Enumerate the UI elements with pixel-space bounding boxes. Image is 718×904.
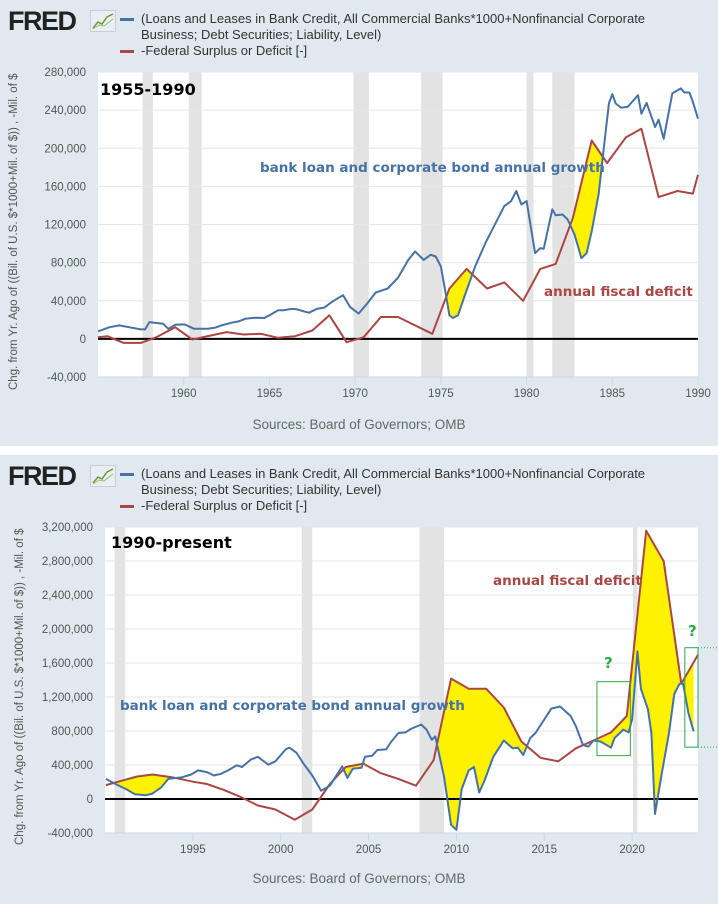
series-line-federal-deficit[interactable] bbox=[105, 529, 699, 821]
chart-panel-1955-1990: FRED (Loans and Leases in Bank Credit, A… bbox=[0, 0, 718, 446]
highlight-fill bbox=[444, 268, 476, 318]
recession-band bbox=[114, 527, 126, 833]
legend-swatch-blue bbox=[120, 473, 134, 476]
highlight-fill bbox=[105, 774, 172, 796]
series-line-bank-credit[interactable] bbox=[105, 650, 695, 831]
x-tick-label: 1965 bbox=[257, 388, 283, 400]
y-tick-label: 0 bbox=[87, 794, 93, 806]
annotation-label: annual fiscal deficit bbox=[493, 573, 642, 589]
legend-label: (Loans and Leases in Bank Credit, All Co… bbox=[141, 466, 646, 497]
y-tick-label: 1,200,000 bbox=[42, 692, 93, 704]
y-tick-label: 2,000,000 bbox=[42, 624, 93, 636]
x-tick-label: 1975 bbox=[428, 388, 454, 400]
x-tick-label: 1995 bbox=[180, 844, 206, 856]
source-note: Sources: Board of Governors; OMB bbox=[252, 871, 466, 886]
x-tick-label: 1990 bbox=[685, 388, 711, 400]
series-line-federal-deficit[interactable] bbox=[97, 127, 699, 344]
legend-item-bank-credit[interactable]: (Loans and Leases in Bank Credit, All Co… bbox=[120, 466, 681, 498]
y-tick-label: 2,400,000 bbox=[42, 590, 93, 602]
y-tick-label: 280,000 bbox=[44, 67, 86, 79]
x-tick-label: 1970 bbox=[342, 388, 368, 400]
chart-panel-1990-present: FRED (Loans and Leases in Bank Credit, A… bbox=[0, 455, 718, 904]
legend-item-federal-deficit[interactable]: -Federal Surplus or Deficit [-] bbox=[120, 498, 681, 514]
y-tick-label: 3,200,000 bbox=[42, 522, 93, 534]
period-label: 1955-1990 bbox=[100, 80, 196, 99]
x-tick-label: 2005 bbox=[356, 844, 382, 856]
y-tick-label: 200,000 bbox=[44, 143, 86, 155]
y-tick-label: 80,000 bbox=[51, 258, 86, 270]
series-line-bank-credit[interactable] bbox=[97, 87, 699, 333]
period-label: 1990-present bbox=[111, 533, 232, 552]
fred-logo: FRED bbox=[8, 461, 77, 491]
legend-label: -Federal Surplus or Deficit [-] bbox=[141, 43, 308, 58]
annotation-label: ? bbox=[604, 654, 613, 672]
annotation-label: ? bbox=[688, 622, 697, 640]
legend-item-bank-credit[interactable]: (Loans and Leases in Bank Credit, All Co… bbox=[120, 11, 681, 43]
annotation-box bbox=[684, 647, 699, 748]
y-tick-label: 120,000 bbox=[44, 220, 86, 232]
plot-area bbox=[105, 527, 698, 833]
legend-item-federal-deficit[interactable]: -Federal Surplus or Deficit [-] bbox=[120, 43, 681, 59]
recession-band bbox=[419, 527, 445, 833]
x-tick-label: 1980 bbox=[514, 388, 540, 400]
chart-svg: 3,200,000 2,800,000 2,400,000 2,000,000 1,60… bbox=[42, 522, 718, 856]
x-tick-label: 2020 bbox=[619, 844, 645, 856]
annotation-label: annual fiscal deficit bbox=[544, 284, 693, 300]
annotation-label: bank loan and corporate bond annual grow… bbox=[120, 698, 465, 714]
y-tick-label: 160,000 bbox=[44, 181, 86, 193]
y-tick-label: 400,000 bbox=[51, 760, 93, 772]
annotation-label: bank loan and corporate bond annual grow… bbox=[260, 160, 605, 176]
x-tick-label: 2000 bbox=[268, 844, 294, 856]
y-tick-label: -400,000 bbox=[48, 828, 93, 840]
y-tick-label: 800,000 bbox=[51, 726, 93, 738]
recession-band bbox=[301, 527, 313, 833]
y-tick-label: -40,000 bbox=[47, 372, 86, 384]
legend-label: (Loans and Leases in Bank Credit, All Co… bbox=[141, 11, 646, 42]
highlight-fill bbox=[431, 678, 525, 830]
legend-swatch-red bbox=[120, 505, 134, 508]
chart-svg: 280,000 240,000 200,000 160,000 120,000 80,00… bbox=[44, 67, 711, 400]
y-tick-label: 40,000 bbox=[51, 296, 86, 308]
highlight-fill bbox=[566, 140, 608, 259]
fred-logo: FRED bbox=[8, 6, 77, 36]
x-tick-label: 1985 bbox=[599, 388, 625, 400]
legend: (Loans and Leases in Bank Credit, All Co… bbox=[120, 11, 681, 59]
legend: (Loans and Leases in Bank Credit, All Co… bbox=[120, 466, 681, 514]
y-tick-label: 1,600,000 bbox=[42, 658, 93, 670]
x-tick-label: 2015 bbox=[531, 844, 557, 856]
legend-swatch-blue bbox=[120, 18, 134, 21]
x-tick-label: 2010 bbox=[444, 844, 470, 856]
y-tick-label: 240,000 bbox=[44, 105, 86, 117]
source-note: Sources: Board of Governors; OMB bbox=[252, 417, 466, 432]
legend-swatch-red bbox=[120, 50, 134, 53]
fred-line-chart-icon bbox=[90, 10, 116, 32]
y-tick-label: 2,800,000 bbox=[42, 556, 93, 568]
legend-label: -Federal Surplus or Deficit [-] bbox=[141, 498, 308, 513]
annotation-box bbox=[596, 681, 631, 757]
y-tick-label: 0 bbox=[80, 334, 86, 346]
fred-line-chart-icon bbox=[90, 465, 116, 487]
x-tick-label: 1960 bbox=[171, 388, 197, 400]
